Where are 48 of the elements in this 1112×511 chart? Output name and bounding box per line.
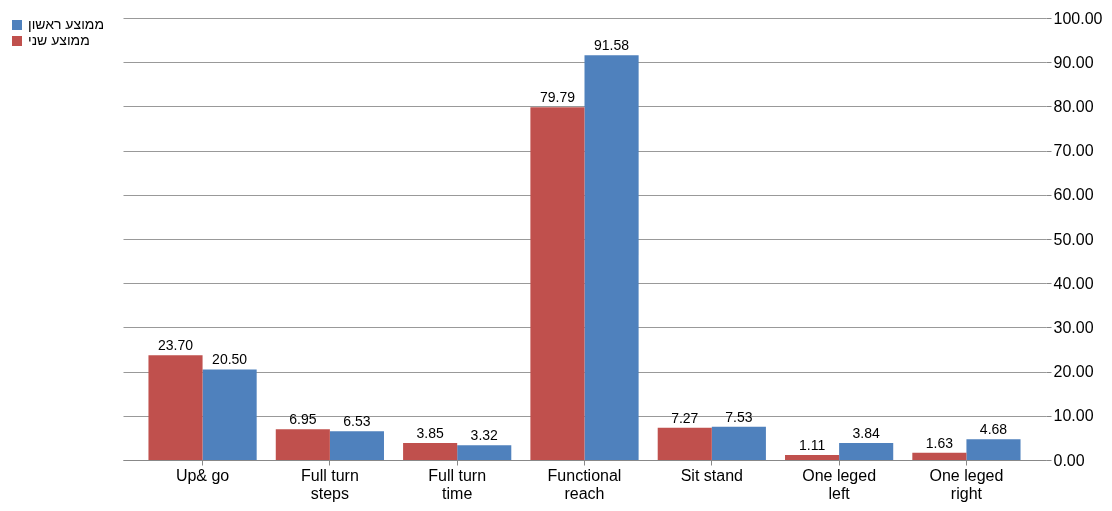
x-tick-label: Full turn time bbox=[428, 466, 487, 502]
y-tick-label: 90.00 bbox=[1053, 53, 1094, 71]
data-label: 91.58 bbox=[594, 37, 630, 54]
data-label: 7.53 bbox=[725, 408, 753, 425]
legend-label: ממוצע שני bbox=[28, 32, 90, 48]
data-label: 79.79 bbox=[539, 89, 576, 106]
data-label: 6.95 bbox=[289, 411, 317, 428]
data-label: 3.32 bbox=[470, 427, 499, 444]
x-tick-label: One leged right bbox=[929, 466, 1004, 502]
y-tick-label: 80.00 bbox=[1053, 97, 1094, 115]
data-label: 7.27 bbox=[671, 409, 699, 426]
bar bbox=[912, 452, 967, 460]
bar bbox=[966, 439, 1021, 460]
legend-label: ממוצע ראשון bbox=[28, 16, 105, 32]
bar bbox=[657, 427, 712, 460]
bar bbox=[785, 455, 840, 460]
x-tick-label: Functional reach bbox=[547, 466, 622, 502]
data-label: 3.84 bbox=[852, 425, 881, 442]
y-tick-label: 70.00 bbox=[1053, 142, 1094, 160]
y-tick-label: 50.00 bbox=[1053, 230, 1094, 248]
y-tick-label: 20.00 bbox=[1053, 363, 1094, 381]
bar bbox=[148, 355, 203, 460]
data-label: 20.50 bbox=[212, 351, 248, 368]
bar bbox=[839, 443, 894, 460]
bar bbox=[403, 442, 458, 460]
y-tick-label: 30.00 bbox=[1053, 318, 1094, 336]
bar bbox=[457, 445, 512, 460]
y-tick-label: 60.00 bbox=[1053, 186, 1094, 204]
data-label: 1.11 bbox=[798, 437, 826, 454]
data-label: 23.70 bbox=[157, 337, 194, 354]
data-label: 1.63 bbox=[925, 434, 954, 451]
y-tick-label: 10.00 bbox=[1053, 407, 1094, 425]
data-label: 6.53 bbox=[343, 413, 371, 430]
bar bbox=[584, 55, 639, 460]
bar bbox=[202, 369, 257, 460]
data-label: 4.68 bbox=[979, 421, 1008, 438]
x-tick-label: Full turn steps bbox=[300, 466, 359, 502]
x-tick-label: Sit stand bbox=[680, 466, 743, 484]
y-tick-label: 40.00 bbox=[1053, 274, 1094, 292]
bar bbox=[329, 431, 384, 460]
y-tick-label: 0.00 bbox=[1053, 451, 1085, 469]
bar bbox=[530, 107, 585, 460]
data-label: 3.85 bbox=[416, 424, 444, 441]
bar bbox=[275, 429, 330, 460]
x-tick-label: Up& go bbox=[175, 466, 230, 484]
bar bbox=[711, 426, 766, 460]
y-tick-label: 100.00 bbox=[1053, 9, 1103, 27]
x-tick-label: One leged left bbox=[802, 466, 877, 502]
